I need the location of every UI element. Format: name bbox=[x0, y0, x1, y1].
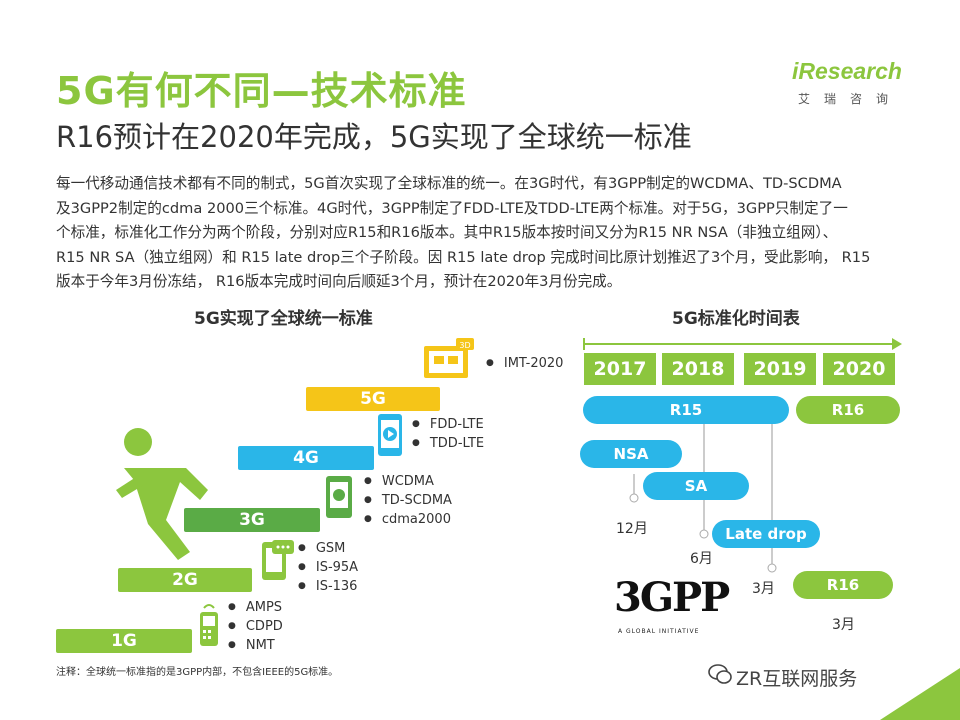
standards-list-2g: GSM IS-95A IS-136 bbox=[298, 539, 358, 596]
standards-list-3g: WCDMA TD-SCDMA cdma2000 bbox=[364, 472, 452, 529]
timeline-lines bbox=[583, 338, 902, 596]
pill-r16-bottom: R16 bbox=[793, 571, 893, 599]
pill-r15: R15 bbox=[583, 396, 789, 424]
left-panel-title: 5G实现了全球统一标准 bbox=[194, 309, 373, 329]
wechat-icon bbox=[708, 662, 732, 686]
standards-list-4g: FDD-LTE TDD-LTE bbox=[412, 415, 484, 453]
page-subtitle: R16预计在2020年完成，5G实现了全球统一标准 bbox=[56, 120, 692, 154]
iresearch-logo: iResearch 艾瑞咨询 bbox=[792, 58, 912, 110]
list-item: CDPD bbox=[228, 617, 283, 636]
step-4g: 4G bbox=[238, 446, 374, 470]
step-3g: 3G bbox=[184, 508, 320, 532]
list-item: FDD-LTE bbox=[412, 415, 484, 434]
nsa-date-label: 12月 bbox=[616, 521, 648, 537]
body-line: 个标准，标准化工作分为两个阶段，分别对应R15和R16版本。其中R15版本按时间… bbox=[56, 224, 838, 241]
page-title: 5G有何不同—技术标准 bbox=[56, 69, 467, 113]
corner-decoration bbox=[880, 668, 960, 720]
messaging-phone-icon bbox=[262, 540, 294, 580]
body-line: R15 NR SA（独立组网）和 R15 late drop三个子阶段。因 R1… bbox=[56, 248, 871, 266]
body-line: 及3GPP2制定的cdma 2000三个标准。4G时代，3GPP制定了FDD-L… bbox=[56, 199, 848, 217]
sa-date-label: 6月 bbox=[690, 551, 713, 567]
logo-subtext: 艾瑞咨询 bbox=[798, 92, 903, 106]
svg-text:3D: 3D bbox=[459, 341, 470, 350]
tablet-video-icon bbox=[378, 414, 402, 456]
step-2g: 2G bbox=[118, 568, 252, 592]
list-item: IS-95A bbox=[298, 558, 358, 577]
body-line: 每一代移动通信技术都有不同的制式，5G首次实现了全球标准的统一。在3G时代，有3… bbox=[56, 175, 842, 192]
year-2020: 2020 bbox=[823, 353, 895, 385]
list-item: TDD-LTE bbox=[412, 434, 484, 453]
body-line: 版本于今年3月份冻结， R16版本完成时间向后顺延3个月，预计在2020年3月份… bbox=[56, 273, 622, 290]
3gpp-tagline: A GLOBAL INITIATIVE bbox=[618, 628, 700, 635]
year-2019: 2019 bbox=[744, 353, 816, 385]
runner-figure-icon bbox=[116, 428, 208, 560]
list-item: cdma2000 bbox=[364, 510, 452, 529]
pill-sa: SA bbox=[643, 472, 749, 500]
pill-r16-top: R16 bbox=[796, 396, 900, 424]
list-item: GSM bbox=[298, 539, 358, 558]
watermark: ZR互联网服务 bbox=[736, 668, 858, 690]
r16-date-label: 3月 bbox=[832, 617, 855, 633]
step-5g: 5G bbox=[306, 387, 440, 411]
3gpp-logo: 3GPP A GLOBAL INITIATIVE bbox=[610, 574, 730, 640]
right-panel-title: 5G标准化时间表 bbox=[672, 309, 800, 329]
late-drop-date-label: 3月 bbox=[752, 581, 775, 597]
list-item: TD-SCDMA bbox=[364, 491, 452, 510]
list-item: NMT bbox=[228, 636, 283, 655]
list-item: IS-136 bbox=[298, 577, 358, 596]
list-item: AMPS bbox=[228, 598, 283, 617]
step-1g: 1G bbox=[56, 629, 192, 653]
vr-tv-icon: 3D bbox=[424, 338, 474, 378]
year-2017: 2017 bbox=[584, 353, 656, 385]
year-2018: 2018 bbox=[662, 353, 734, 385]
smartphone-media-icon bbox=[326, 476, 352, 518]
standards-list-5g: IMT-2020 bbox=[486, 354, 564, 373]
body-paragraph: 每一代移动通信技术都有不同的制式，5G首次实现了全球标准的统一。在3G时代，有3… bbox=[56, 172, 920, 295]
list-item: WCDMA bbox=[364, 472, 452, 491]
pill-late-drop: Late drop bbox=[712, 520, 820, 548]
3gpp-logo-text: 3GPP bbox=[614, 574, 730, 621]
feature-phone-icon bbox=[200, 604, 218, 646]
standards-list-1g: AMPS CDPD NMT bbox=[228, 598, 283, 655]
pill-nsa: NSA bbox=[580, 440, 682, 468]
footnote: 注释：全球统一标准指的是3GPP内部，不包含IEEE的5G标准。 bbox=[56, 667, 339, 678]
logo-text: iResearch bbox=[792, 58, 902, 84]
list-item: IMT-2020 bbox=[486, 354, 564, 373]
